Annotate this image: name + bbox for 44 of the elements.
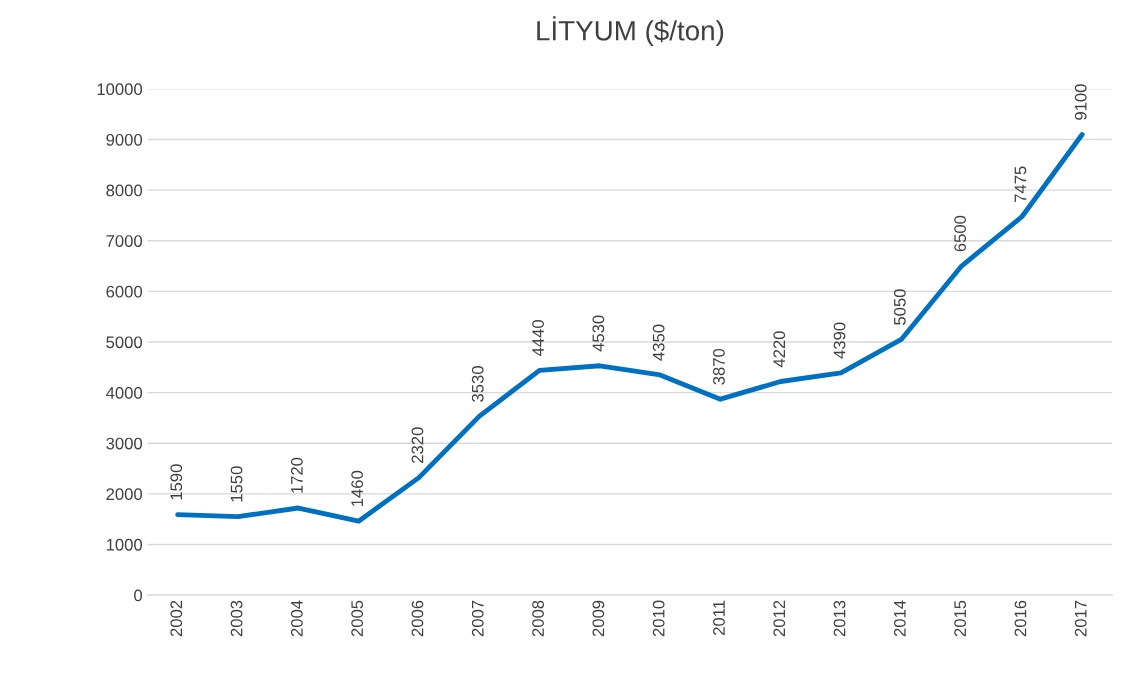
data-label: 4530 [592, 315, 605, 352]
data-label: 4220 [773, 331, 786, 368]
data-label: 3870 [713, 348, 725, 385]
y-tick-label: 0 [134, 589, 143, 602]
y-tick-label: 5000 [106, 336, 143, 349]
x-tick-label: 2008 [532, 600, 544, 637]
data-label: 4390 [833, 322, 846, 359]
x-tick-label: 2006 [411, 600, 424, 637]
y-tick-label: 4000 [106, 387, 143, 399]
x-tick-label: 2017 [1074, 600, 1087, 637]
y-tick-label: 1000 [106, 538, 143, 551]
data-label: 6500 [954, 215, 967, 252]
x-tick-label: 2013 [833, 600, 846, 637]
x-tick-label: 2014 [893, 600, 906, 637]
data-label: 1460 [351, 470, 364, 507]
data-label: 5050 [893, 289, 906, 325]
x-tick-label: 2011 [713, 600, 725, 635]
data-label: 1550 [230, 466, 243, 502]
x-tick-label: 2004 [290, 600, 303, 637]
data-label: 4440 [532, 320, 544, 357]
y-tick-label: 7000 [106, 235, 143, 247]
x-tick-label: 2002 [170, 600, 183, 637]
data-label: 4350 [652, 324, 665, 361]
y-tick-label: 2000 [106, 488, 143, 501]
data-label: 3530 [471, 366, 484, 402]
x-tick-label: 2007 [471, 600, 484, 637]
y-tick-label: 8000 [106, 184, 143, 197]
y-tick-label: 9000 [106, 133, 143, 146]
data-label: 2320 [411, 427, 424, 463]
x-tick-label: 2012 [773, 600, 786, 637]
data-label: 7475 [1014, 166, 1027, 202]
y-tick-label: 6000 [106, 285, 143, 298]
y-tick-label: 3000 [106, 437, 143, 450]
x-tick-label: 2005 [351, 600, 364, 637]
x-tick-label: 2003 [230, 600, 243, 637]
x-tick-label: 2016 [1014, 600, 1027, 637]
y-tick-label: 10000 [97, 83, 143, 96]
data-label: 1590 [170, 464, 183, 500]
x-tick-label: 2009 [592, 600, 605, 637]
chart-title: LİTYUM ($/ton) [537, 16, 724, 47]
x-tick-label: 2015 [954, 600, 967, 637]
x-tick-label: 2010 [652, 600, 665, 637]
data-label: 9100 [1074, 84, 1087, 120]
data-label: 1720 [290, 457, 303, 493]
